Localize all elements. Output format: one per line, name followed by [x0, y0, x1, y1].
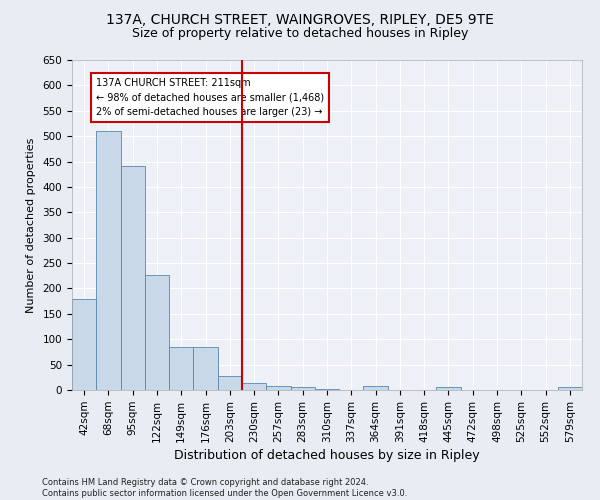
Bar	[145, 276, 169, 390]
Bar	[242, 383, 266, 390]
Text: 137A, CHURCH STREET, WAINGROVES, RIPLEY, DE5 9TE: 137A, CHURCH STREET, WAINGROVES, RIPLEY,…	[106, 12, 494, 26]
Bar	[266, 386, 290, 390]
Text: 137A CHURCH STREET: 211sqm
← 98% of detached houses are smaller (1,468)
2% of se: 137A CHURCH STREET: 211sqm ← 98% of deta…	[96, 78, 325, 118]
Bar	[218, 376, 242, 390]
Bar	[558, 388, 582, 390]
X-axis label: Distribution of detached houses by size in Ripley: Distribution of detached houses by size …	[174, 449, 480, 462]
Bar	[121, 166, 145, 390]
Bar	[290, 388, 315, 390]
Bar	[436, 388, 461, 390]
Y-axis label: Number of detached properties: Number of detached properties	[26, 138, 35, 312]
Bar	[96, 131, 121, 390]
Bar	[193, 348, 218, 390]
Bar	[72, 298, 96, 390]
Bar	[364, 386, 388, 390]
Text: Contains HM Land Registry data © Crown copyright and database right 2024.
Contai: Contains HM Land Registry data © Crown c…	[42, 478, 407, 498]
Text: Size of property relative to detached houses in Ripley: Size of property relative to detached ho…	[132, 28, 468, 40]
Bar	[169, 348, 193, 390]
